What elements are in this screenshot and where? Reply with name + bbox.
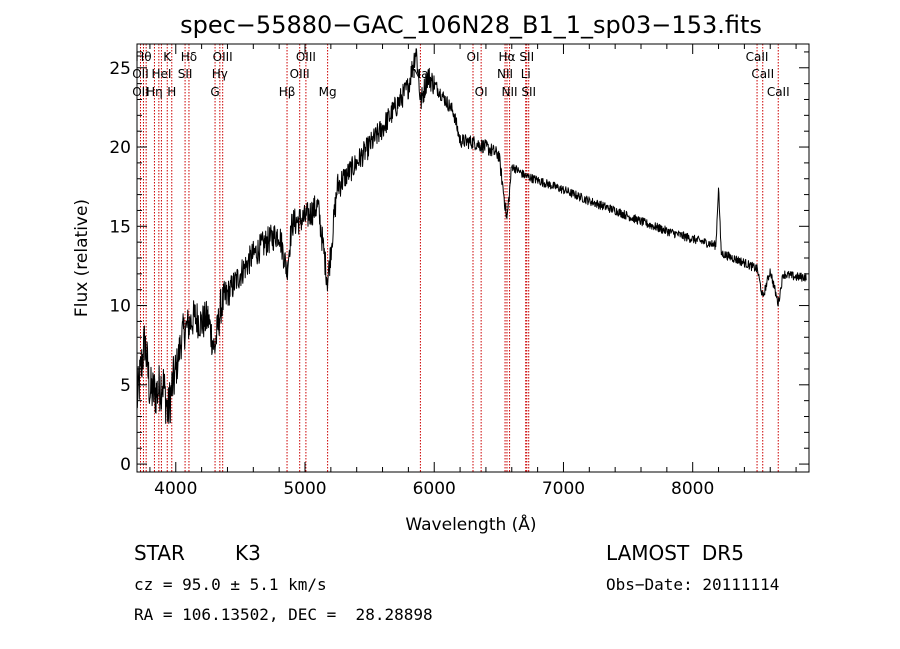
marker-label-24: Li — [521, 67, 531, 81]
marker-label-17: Mg — [319, 85, 337, 99]
redshift-text: cz = 95.0 ± 5.1 km/s — [134, 575, 327, 594]
marker-label-2: Hθ — [135, 50, 151, 64]
chart-title: spec−55880−GAC_106N28_B1_1_sp03−153.fits — [180, 11, 762, 39]
marker-label-9: SII — [178, 67, 193, 81]
spectrum-line — [136, 48, 807, 424]
coordinates-text: RA = 106.13502, DEC = 28.28898 — [134, 605, 433, 624]
marker-label-13: OIII — [213, 50, 233, 64]
object-subclass: K3 — [235, 541, 261, 565]
marker-label-19: OI — [467, 50, 480, 64]
marker-label-4: Hη — [146, 85, 163, 99]
spectrum-layer — [136, 48, 807, 424]
marker-label-26: SII — [521, 85, 536, 99]
x-tick-label-2: 6000 — [413, 479, 456, 499]
observation-date: Obs−Date: 20111114 — [606, 575, 779, 594]
marker-label-11: G — [210, 85, 219, 99]
marker-label-20: OI — [475, 85, 488, 99]
y-tick-label-3: 15 — [109, 217, 131, 237]
marker-label-0: OII — [132, 67, 149, 81]
y-tick-label-5: 25 — [109, 59, 131, 79]
marker-label-7: K — [163, 50, 172, 64]
y-tick-label-4: 20 — [109, 138, 131, 158]
x-axis-ticks: 4000 5000 6000 7000 8000 — [149, 44, 797, 499]
marker-label-16: OIII — [296, 50, 316, 64]
marker-label-15: OIII — [290, 67, 310, 81]
spectral-line-labels: OIIOIIHθHηHeIKHSIIHδGHγOIIIHβOIIIOIIIMgN… — [132, 50, 789, 99]
marker-label-29: CaII — [767, 85, 790, 99]
x-axis-label: Wavelength (Å) — [405, 513, 536, 535]
x-tick-label-3: 7000 — [542, 479, 585, 499]
marker-label-8: H — [167, 85, 176, 99]
x-tick-label-1: 5000 — [283, 479, 326, 499]
marker-label-6: HeI — [151, 67, 171, 81]
marker-label-28: CaII — [751, 67, 774, 81]
marker-label-18: Na — [412, 67, 428, 81]
object-class: STAR — [134, 541, 185, 565]
marker-label-1: OII — [132, 85, 149, 99]
y-axis-ticks: 0 5 10 15 20 25 — [109, 51, 809, 475]
marker-label-22: Hα — [499, 50, 516, 64]
marker-label-14: Hβ — [279, 85, 296, 99]
y-tick-label-1: 5 — [120, 376, 131, 396]
y-axis-label: Flux (relative) — [72, 199, 92, 317]
marker-label-10: Hδ — [181, 50, 197, 64]
x-tick-label-4: 8000 — [671, 479, 714, 499]
survey-name: LAMOST DR5 — [606, 541, 744, 565]
marker-label-27: CaII — [746, 50, 769, 64]
y-tick-label-0: 0 — [120, 455, 131, 475]
y-tick-label-2: 10 — [109, 297, 131, 317]
marker-label-23: NII — [502, 85, 518, 99]
marker-label-12: Hγ — [212, 67, 228, 81]
marker-label-21: NII — [497, 67, 513, 81]
x-tick-label-0: 4000 — [154, 479, 197, 499]
marker-label-25: SII — [519, 50, 534, 64]
spectral-line-markers — [139, 44, 779, 472]
